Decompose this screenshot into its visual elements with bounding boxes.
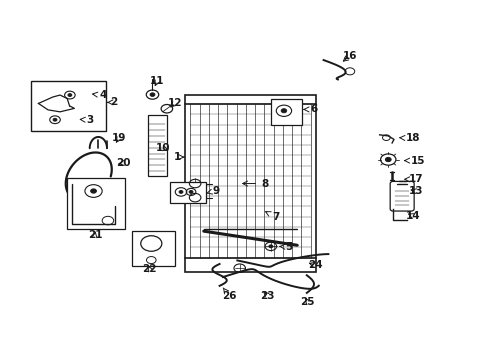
Text: 26: 26 [222, 288, 236, 301]
Bar [67, 178, 124, 229]
Text: 24: 24 [307, 260, 322, 270]
Circle shape [268, 245, 272, 248]
Text: 22: 22 [142, 264, 157, 274]
Bar [132, 231, 175, 266]
Text: 16: 16 [342, 51, 356, 61]
Text: 13: 13 [408, 186, 423, 196]
Text: 14: 14 [405, 211, 420, 221]
Text: 8: 8 [242, 179, 268, 189]
Text: 20: 20 [116, 158, 131, 168]
Text: 6: 6 [304, 104, 317, 114]
Text: 7: 7 [265, 212, 279, 222]
Text: 18: 18 [399, 133, 420, 143]
Circle shape [179, 190, 183, 193]
Circle shape [281, 109, 286, 113]
Circle shape [189, 190, 193, 193]
Text: 12: 12 [167, 98, 182, 108]
Text: 4: 4 [92, 90, 106, 100]
Circle shape [385, 157, 390, 162]
Text: 15: 15 [404, 156, 425, 166]
Circle shape [68, 94, 72, 96]
FancyBboxPatch shape [389, 181, 413, 211]
Circle shape [90, 189, 96, 193]
Text: 21: 21 [87, 230, 102, 240]
Text: 2: 2 [107, 98, 118, 107]
Text: 25: 25 [300, 297, 314, 307]
Bar [31, 81, 105, 131]
Text: 10: 10 [156, 143, 170, 153]
Text: 5: 5 [279, 242, 292, 252]
Circle shape [53, 118, 57, 121]
Text: 23: 23 [260, 291, 274, 301]
Text: 19: 19 [112, 133, 126, 143]
Circle shape [150, 93, 155, 96]
Bar [170, 182, 206, 203]
Text: 17: 17 [404, 174, 423, 184]
Text: 3: 3 [80, 115, 94, 125]
Bar [147, 115, 166, 176]
Text: 9: 9 [206, 186, 219, 195]
Text: 11: 11 [150, 76, 164, 86]
Bar [270, 99, 302, 125]
Bar [184, 95, 316, 272]
Text: 1: 1 [173, 152, 183, 162]
